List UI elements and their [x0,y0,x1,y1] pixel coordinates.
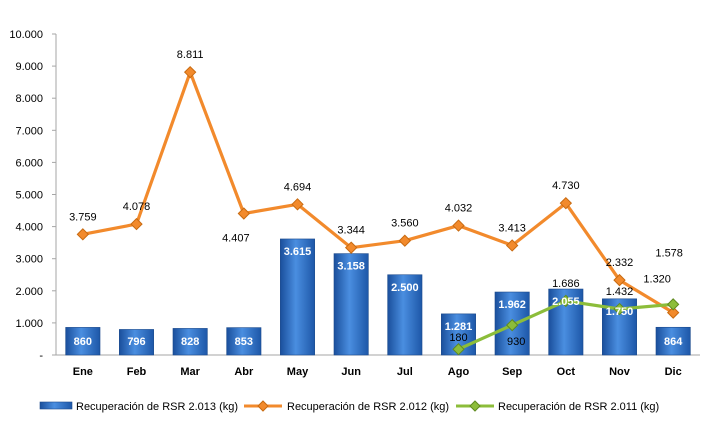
legend-marker-2012 [257,400,269,412]
series-2011-point [666,298,680,311]
series-2012-value-label: 3.344 [337,225,365,237]
series-2012-point [666,306,680,319]
bar-value-label: 3.615 [284,246,312,258]
series-2012-value-label: 3.759 [69,211,97,223]
series-2012-value-label: 4.407 [222,233,250,245]
series-2012-line [82,70,675,314]
bar-value-label: 860 [74,336,92,348]
series-2011-point [559,294,573,308]
series-2011-point [452,343,465,356]
legend-label-2013: Recuperación de RSR 2.013 (kg) [76,401,238,413]
x-tick-label: Feb [127,366,147,378]
y-tick-label: 5.000 [15,190,43,202]
bar-value-label: 828 [181,336,199,348]
y-tick-label: 6.000 [15,157,43,169]
bar-value-label: 2.055 [552,296,580,308]
series-2012-value-label: 4.730 [552,180,580,192]
y-tick-label: 2.000 [15,286,43,298]
series-2012-point [237,207,251,220]
bar-2013 [172,328,208,356]
x-tick-label: Sep [502,366,522,378]
bar-value-label: 853 [235,336,253,348]
series-2011-value-label: 930 [507,336,525,348]
x-tick-label: May [287,366,309,378]
series-2012-value-label: 3.413 [498,222,526,234]
series-2012-value-label: 1.320 [643,274,671,286]
x-tick-label: Jul [397,366,413,378]
y-tick-label: - [39,350,43,362]
series-2012-value-label: 4.032 [445,203,473,215]
series-2011-point [505,318,519,332]
x-tick-label: Ene [73,366,93,378]
legend-swatch-2013 [39,401,73,410]
bar-2013 [333,253,369,356]
y-tick-label: 8.000 [15,93,43,105]
bar-2013 [655,326,691,356]
y-tick-label: 1.000 [15,318,43,330]
series-2012-value-label: 2.332 [606,257,634,269]
x-tick-label: Mar [180,366,200,378]
bar-value-label: 1.281 [445,321,473,333]
series-2012-point [505,239,519,252]
series-2011-point [613,302,626,316]
bar-2013 [119,329,154,356]
legend-marker-2011 [469,400,481,412]
series-2012-value-label: 4.694 [284,181,312,193]
series-2011-value-label: 180 [449,332,467,344]
bar-value-label: 3.158 [337,261,365,273]
series-2012-value-label: 3.560 [391,218,419,230]
y-tick-label: 3.000 [15,254,43,266]
legend-label-2012: Recuperación de RSR 2.012 (kg) [287,401,449,413]
series-2012-point [291,198,304,211]
legend-label-2011: Recuperación de RSR 2.011 (kg) [498,401,659,413]
bar-2013 [65,327,101,356]
x-tick-label: Oct [557,366,576,378]
series-2012-point [613,273,626,287]
series-2012-point [559,196,573,210]
bar-value-label: 864 [664,336,683,348]
series-2012-point [344,241,358,254]
series-2012-point [76,228,90,241]
bar-value-label: 2.500 [391,282,419,294]
y-tick-label: 9.000 [15,61,43,73]
y-tick-label: 7.000 [15,125,43,137]
series-2012-value-label: 4.078 [123,201,151,213]
series-2012-point [183,65,197,79]
y-tick-label: 4.000 [15,222,43,234]
series-2011-value-label: 1.432 [606,286,634,298]
bar-2013 [280,238,315,356]
x-tick-label: Abr [234,366,254,378]
x-tick-label: Ago [448,366,470,378]
bar-value-label: 1.962 [498,299,526,311]
series-2012-value-label: 8.811 [177,49,204,61]
bar-value-label: 796 [127,336,145,348]
x-tick-label: Jun [341,366,361,378]
y-tick-label: 10.000 [9,29,43,41]
series-2012-point [398,234,412,247]
series-2012-point [452,219,465,232]
x-tick-label: Dic [665,366,682,378]
x-tick-label: Nov [609,366,631,378]
bar-2013 [387,274,423,356]
series-2012-point [130,217,143,231]
bar-2013 [226,327,262,356]
series-2011-value-label: 1.578 [655,247,683,259]
series-2011-value-label: 1.686 [552,278,580,290]
bar-value-label: 1.750 [606,306,634,318]
